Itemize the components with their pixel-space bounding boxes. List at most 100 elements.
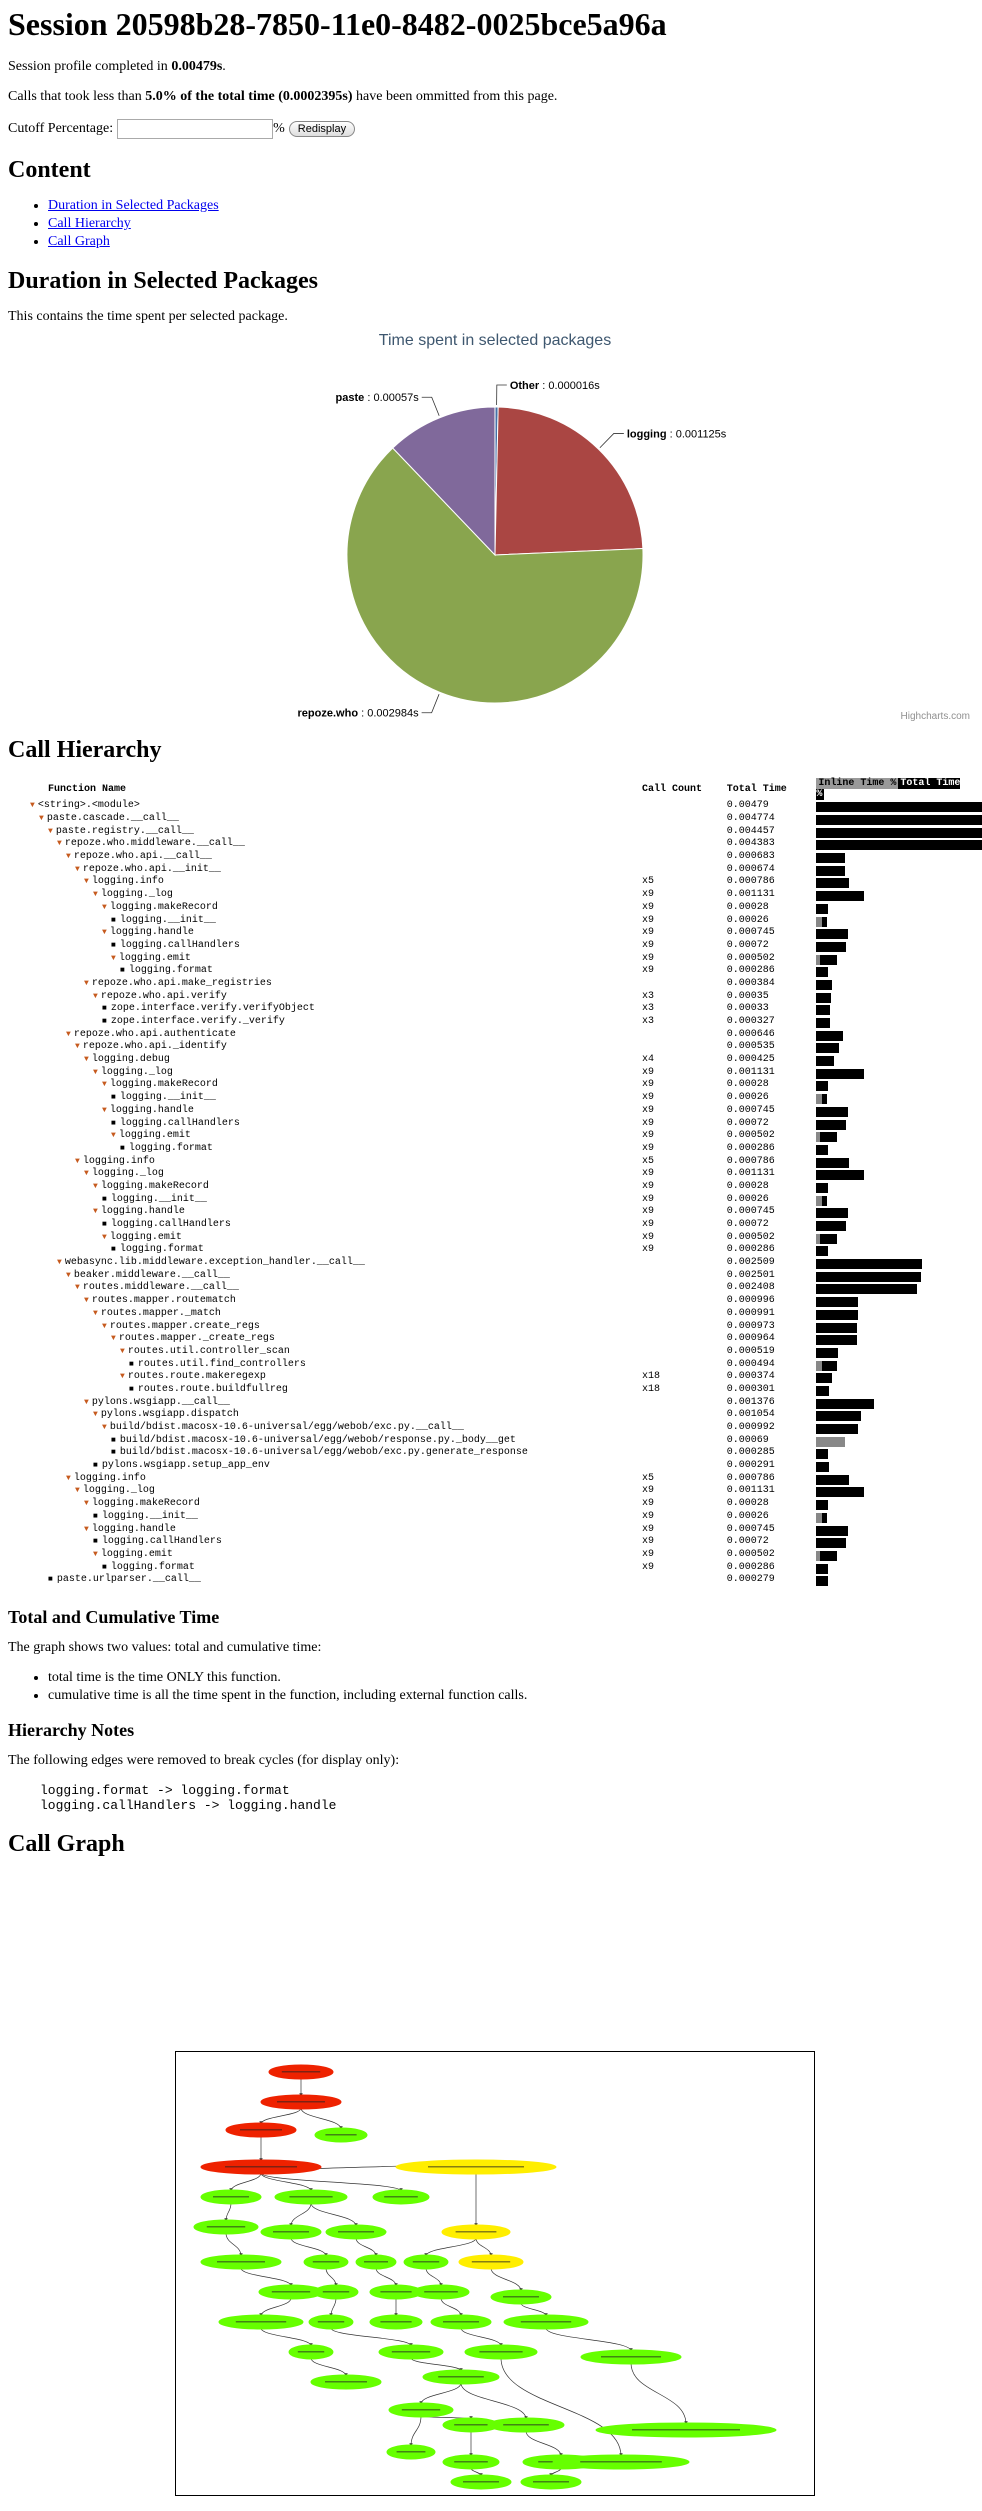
link-duration[interactable]: Duration in Selected Packages (48, 198, 219, 213)
expand-toggle-icon[interactable]: ▼ (93, 1549, 98, 1559)
table-row[interactable]: ▼ logging.emit x9 0.000502 (8, 1231, 974, 1244)
expand-toggle-icon[interactable]: ▼ (57, 1258, 62, 1268)
expand-toggle-icon[interactable]: ▼ (84, 1169, 89, 1179)
table-row[interactable]: ▼ logging._log x9 0.001131 (8, 1066, 974, 1079)
table-row[interactable]: ■ logging.format x9 0.000286 (8, 965, 974, 978)
table-row[interactable]: ■ logging.__init__ x9 0.00026 (8, 1511, 974, 1524)
table-row[interactable]: ▼ routes.mapper._create_regs 0.000964 (8, 1333, 974, 1346)
expand-toggle-icon[interactable]: ▼ (84, 877, 89, 887)
table-row[interactable]: ■ zope.interface.verify.verifyObject x3 0.0… (8, 1003, 974, 1016)
expand-toggle-icon[interactable]: ▼ (48, 826, 53, 836)
table-row[interactable]: ▼ pylons.wsgiapp.__call__ 0.001376 (8, 1396, 974, 1409)
expand-toggle-icon[interactable]: ▼ (93, 1308, 98, 1318)
expand-toggle-icon[interactable]: ▼ (102, 902, 107, 912)
table-row[interactable]: ▼ logging.makeRecord x9 0.00028 (8, 1181, 974, 1194)
expand-toggle-icon[interactable]: ▼ (93, 1181, 98, 1191)
table-row[interactable]: ▼ webasync.lib.middleware.exception_handl… (8, 1257, 974, 1270)
table-row[interactable]: ▼ logging._log x9 0.001131 (8, 1168, 974, 1181)
table-row[interactable]: ▼ routes.util.controller_scan 0.000519 (8, 1346, 974, 1359)
expand-toggle-icon[interactable]: ▼ (102, 1232, 107, 1242)
table-row[interactable]: ▼ routes.route.makeregexp x18 0.000374 (8, 1371, 974, 1384)
table-row[interactable]: ▼ routes.mapper.routematch 0.000996 (8, 1295, 974, 1308)
table-row[interactable]: ■ logging.callHandlers x9 0.00072 (8, 1117, 974, 1130)
cutoff-percentage-input[interactable] (117, 119, 274, 139)
pie-slice-repoze-who[interactable] (346, 447, 644, 704)
table-row[interactable]: ■ logging.format x9 0.000286 (8, 1561, 974, 1574)
table-row[interactable]: ▼ logging.handle x9 0.000745 (8, 1523, 974, 1536)
table-row[interactable]: ▼ logging._log x9 0.001131 (8, 1485, 974, 1498)
expand-toggle-icon[interactable]: ▼ (102, 1423, 107, 1433)
link-call-graph[interactable]: Call Graph (48, 234, 110, 249)
expand-toggle-icon[interactable]: ▼ (84, 1524, 89, 1534)
expand-toggle-icon[interactable]: ▼ (120, 1346, 125, 1356)
table-row[interactable]: ■ routes.route.buildfullreg x18 0.000301 (8, 1384, 974, 1397)
expand-toggle-icon[interactable]: ▼ (84, 1055, 89, 1065)
expand-toggle-icon[interactable]: ▼ (66, 1029, 71, 1039)
table-row[interactable]: ■ pylons.wsgiapp.setup_app_env 0.000291 (8, 1460, 974, 1473)
expand-toggle-icon[interactable]: ▼ (102, 1321, 107, 1331)
expand-toggle-icon[interactable]: ▼ (111, 1334, 116, 1344)
table-row[interactable]: ▼ repoze.who.api.authenticate 0.000646 (8, 1028, 974, 1041)
table-row[interactable]: ■ build/bdist.macosx-10.6-universal/egg/w… (8, 1447, 974, 1460)
table-row[interactable]: ▼ logging.emit x9 0.000502 (8, 952, 974, 965)
table-row[interactable]: ▼ repoze.who.api.__call__ 0.000683 (8, 851, 974, 864)
table-row[interactable]: ▼ logging.info x5 0.000786 (8, 876, 974, 889)
table-row[interactable]: ▼ logging.makeRecord x9 0.00028 (8, 1498, 974, 1511)
expand-toggle-icon[interactable]: ▼ (75, 1486, 80, 1496)
table-row[interactable]: ▼ logging.handle x9 0.000745 (8, 1206, 974, 1219)
expand-toggle-icon[interactable]: ▼ (66, 1473, 71, 1483)
table-row[interactable]: ■ logging.format x9 0.000286 (8, 1143, 974, 1156)
expand-toggle-icon[interactable]: ▼ (102, 1105, 107, 1115)
expand-toggle-icon[interactable]: ▼ (66, 852, 71, 862)
expand-toggle-icon[interactable]: ▼ (84, 1296, 89, 1306)
table-row[interactable]: ▼ beaker.middleware.__call__ 0.002501 (8, 1269, 974, 1282)
expand-toggle-icon[interactable]: ▼ (66, 1270, 71, 1280)
expand-toggle-icon[interactable]: ▼ (102, 1080, 107, 1090)
expand-toggle-icon[interactable]: ▼ (57, 839, 62, 849)
expand-toggle-icon[interactable]: ▼ (93, 991, 98, 1001)
table-row[interactable]: ▼ logging._log x9 0.001131 (8, 889, 974, 902)
link-call-hierarchy[interactable]: Call Hierarchy (48, 216, 131, 231)
expand-toggle-icon[interactable]: ▼ (75, 864, 80, 874)
expand-toggle-icon[interactable]: ▼ (75, 1283, 80, 1293)
table-row[interactable]: ■ logging.__init__ x9 0.00026 (8, 1193, 974, 1206)
table-row[interactable]: ▼ repoze.who.api.__init__ 0.000674 (8, 863, 974, 876)
redisplay-button[interactable]: Redisplay (288, 121, 356, 137)
table-row[interactable]: ■ logging.callHandlers x9 0.00072 (8, 1536, 974, 1549)
expand-toggle-icon[interactable]: ▼ (84, 1499, 89, 1509)
table-row[interactable]: ■ logging.__init__ x9 0.00026 (8, 914, 974, 927)
table-row[interactable]: ▼ pylons.wsgiapp.dispatch 0.001054 (8, 1409, 974, 1422)
expand-toggle-icon[interactable]: ▼ (102, 928, 107, 938)
table-row[interactable]: ▼ <string>.<module> 0.00479 (8, 800, 982, 813)
expand-toggle-icon[interactable]: ▼ (84, 1397, 89, 1407)
table-row[interactable]: ▼ routes.mapper._match 0.000991 (8, 1308, 974, 1321)
expand-toggle-icon[interactable]: ▼ (30, 801, 35, 811)
table-row[interactable]: ▼ paste.cascade.__call__ 0.004774 (8, 813, 982, 826)
table-row[interactable]: ■ build/bdist.macosx-10.6-universal/egg/w… (8, 1434, 974, 1447)
table-row[interactable]: ▼ routes.mapper.create_regs 0.000973 (8, 1320, 974, 1333)
table-row[interactable]: ▼ repoze.who.middleware.__call__ 0.004383 (8, 838, 982, 851)
table-row[interactable]: ■ logging.__init__ x9 0.00026 (8, 1092, 974, 1105)
expand-toggle-icon[interactable]: ▼ (111, 953, 116, 963)
table-row[interactable]: ▼ repoze.who.api.make_registries 0.000384 (8, 978, 974, 991)
expand-toggle-icon[interactable]: ▼ (75, 1156, 80, 1166)
expand-toggle-icon[interactable]: ▼ (120, 1372, 125, 1382)
table-row[interactable]: ▼ logging.info x5 0.000786 (8, 1472, 974, 1485)
table-row[interactable]: ▼ logging.makeRecord x9 0.00028 (8, 1079, 974, 1092)
expand-toggle-icon[interactable]: ▼ (111, 1131, 116, 1141)
table-row[interactable]: ■ routes.util.find_controllers 0.000494 (8, 1358, 974, 1371)
table-row[interactable]: ■ logging.format x9 0.000286 (8, 1244, 974, 1257)
expand-toggle-icon[interactable]: ▼ (39, 814, 44, 824)
table-row[interactable]: ▼ logging.makeRecord x9 0.00028 (8, 902, 974, 915)
table-row[interactable]: ▼ repoze.who.api.verify x3 0.00035 (8, 990, 974, 1003)
table-row[interactable]: ▼ logging.handle x9 0.000745 (8, 1105, 974, 1118)
table-row[interactable]: ■ logging.callHandlers x9 0.00072 (8, 1219, 974, 1232)
table-row[interactable]: ▼ build/bdist.macosx-10.6-universal/egg/w… (8, 1422, 974, 1435)
pie-slice-paste[interactable] (392, 406, 496, 557)
table-row[interactable]: ▼ logging.info x5 0.000786 (8, 1155, 974, 1168)
table-row[interactable]: ▼ logging.handle x9 0.000745 (8, 927, 974, 940)
pie-slice-logging[interactable] (494, 406, 644, 556)
table-row[interactable]: ■ logging.callHandlers x9 0.00072 (8, 940, 974, 953)
expand-toggle-icon[interactable]: ▼ (84, 978, 89, 988)
expand-toggle-icon[interactable]: ▼ (93, 1410, 98, 1420)
